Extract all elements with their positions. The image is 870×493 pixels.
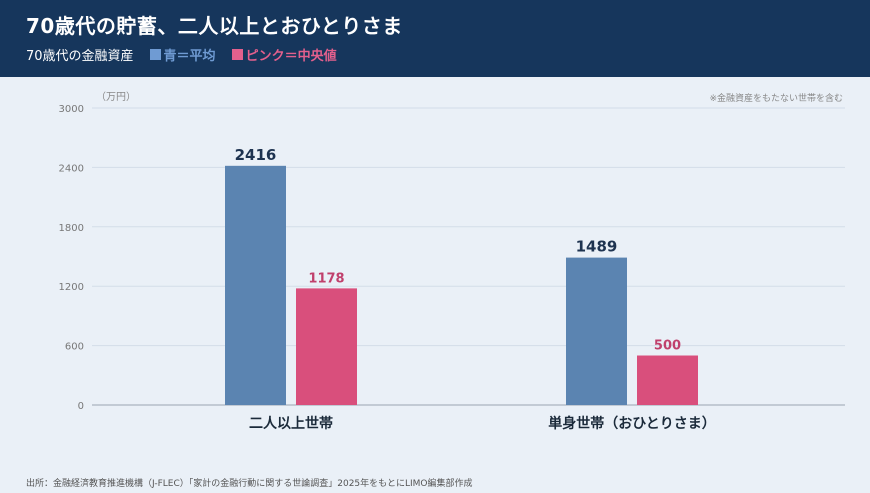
x-category-label: 単身世帯（おひとりさま） [548, 415, 716, 432]
legend-median-label: ピンク＝中央値 [245, 49, 337, 64]
bar-median [637, 355, 698, 405]
y-tick-label: 1200 [59, 282, 84, 293]
data-label: 1489 [576, 238, 618, 256]
bar-median [296, 288, 357, 405]
legend-median: ピンク＝中央値 [231, 45, 337, 64]
data-label: 1178 [308, 271, 344, 286]
bar-mean [225, 165, 286, 405]
chart-note: ※金融資産をもたない世帯を含む [709, 92, 843, 104]
data-label: 500 [654, 339, 681, 354]
legend-mean: 青＝平均 [149, 45, 216, 64]
subtitle-row: 70歳代の金融資産 青＝平均 ピンク＝中央値 [26, 45, 337, 64]
legend-mean-swatch [149, 49, 161, 60]
y-tick-label: 3000 [59, 104, 84, 115]
x-category-label: 二人以上世帯 [249, 415, 333, 432]
bar-mean [566, 257, 627, 405]
y-tick-label: 1800 [59, 223, 84, 234]
source-footnote: 出所：金融経済教育推進機構（J-FLEC）「家計の金融行動に関する世論調査」20… [26, 479, 473, 489]
y-tick-label: 600 [65, 342, 84, 353]
y-tick-label: 2400 [59, 163, 84, 174]
page-title: 70歳代の貯蓄、二人以上とおひとりさま [26, 14, 403, 38]
y-unit-label: （万円） [96, 91, 136, 103]
legend-mean-label: 青＝平均 [163, 49, 216, 64]
bar-chart: 0 600 1200 1800 2400 3000 （万円） ※金融資産をもたない世帯を含む 2… [59, 91, 845, 432]
data-label: 2416 [235, 146, 277, 164]
y-tick-label: 0 [78, 401, 84, 412]
header-banner: 70歳代の貯蓄、二人以上とおひとりさま 70歳代の金融資産 青＝平均 ピンク＝中… [0, 0, 870, 77]
subtitle: 70歳代の金融資産 [26, 49, 134, 64]
legend-median-swatch [231, 49, 243, 60]
